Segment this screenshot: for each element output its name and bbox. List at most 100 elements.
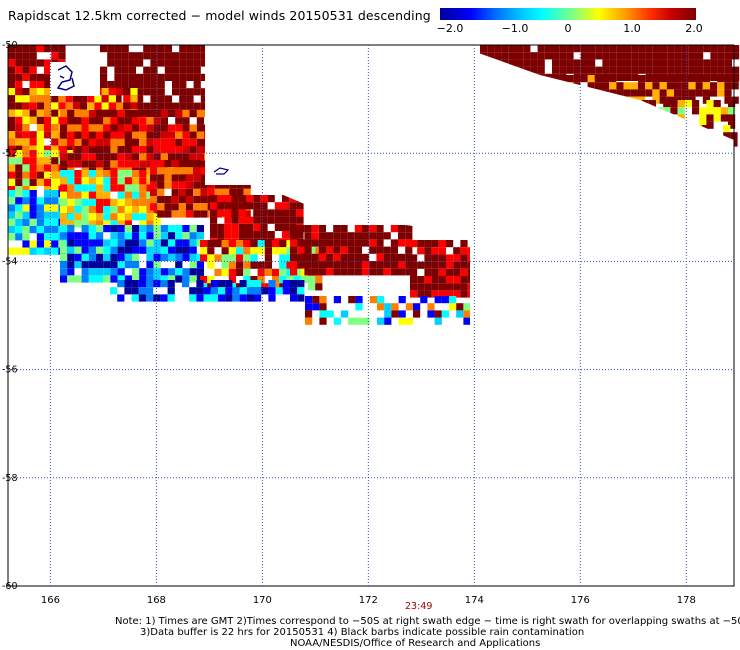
wind-cell [460, 247, 468, 255]
wind-cell [157, 167, 165, 175]
wind-cell [290, 261, 298, 269]
wind-cell [267, 209, 275, 217]
wind-cell [214, 254, 222, 262]
land-gap [50, 62, 100, 96]
wind-cell [434, 310, 442, 318]
wind-cell [193, 196, 201, 204]
wind-cell [728, 114, 736, 122]
wind-cell [228, 247, 236, 255]
wind-cell [22, 102, 30, 110]
wind-cell [51, 124, 59, 132]
wind-cell [108, 88, 116, 96]
wind-cell [160, 110, 168, 118]
wind-cell [139, 268, 147, 276]
wind-cell [160, 153, 168, 161]
wind-cell [186, 181, 194, 189]
wind-cell [132, 239, 140, 247]
wind-cell [74, 253, 82, 261]
wind-cell [168, 225, 176, 233]
wind-cell [333, 225, 341, 233]
wind-cell [131, 294, 139, 302]
wind-cell [434, 296, 442, 304]
wind-cell [424, 261, 432, 269]
wind-cell [103, 213, 111, 221]
wind-cell [221, 240, 229, 248]
wind-cell [8, 138, 16, 146]
wind-cell [196, 146, 204, 154]
wind-cell [236, 240, 244, 248]
wind-cell [224, 195, 232, 203]
wind-cell [110, 275, 118, 283]
wind-cell [580, 45, 588, 53]
wind-cell [602, 45, 610, 53]
wind-cell [537, 45, 545, 53]
wind-cell [22, 138, 30, 146]
wind-cell [96, 206, 104, 214]
wind-cell [15, 226, 23, 234]
wind-cell [36, 145, 44, 153]
wind-cell [631, 59, 639, 67]
wind-cell [60, 220, 68, 228]
wind-cell [160, 294, 168, 302]
wind-cell [175, 146, 183, 154]
wind-cell [282, 216, 290, 224]
wind-cell [297, 253, 305, 261]
wind-cell [60, 170, 68, 178]
wind-cell [250, 247, 258, 255]
wind-cell [480, 45, 488, 53]
wind-cell [168, 131, 176, 139]
wind-cell [160, 253, 168, 261]
wind-cell [674, 45, 682, 53]
wind-cell [238, 223, 246, 231]
wind-cell [186, 73, 194, 81]
wind-cell [67, 213, 75, 221]
wind-cell [652, 89, 660, 97]
wind-cell [710, 82, 718, 90]
wind-cell [15, 45, 23, 53]
wind-cell [723, 132, 731, 140]
wind-cell [246, 216, 254, 224]
wind-cell [333, 232, 341, 240]
wind-cell [178, 181, 186, 189]
wind-cell [297, 294, 305, 302]
wind-cell [713, 114, 721, 122]
wind-cell [67, 110, 75, 118]
wind-cell [8, 211, 16, 219]
no-data-gap [8, 330, 734, 590]
wind-cell [710, 73, 718, 81]
wind-cell [167, 280, 175, 288]
wind-cell [36, 102, 44, 110]
wind-cell [272, 276, 280, 284]
wind-cell [8, 190, 16, 198]
wind-cell [193, 188, 201, 196]
wind-cell [717, 45, 725, 53]
wind-cell [189, 110, 197, 118]
wind-cell [124, 177, 132, 185]
wind-cell [124, 287, 132, 295]
wind-cell [15, 150, 23, 158]
wind-cell [398, 253, 406, 261]
wind-cell [347, 261, 355, 269]
wind-cell [362, 268, 370, 276]
wind-cell [124, 131, 132, 139]
wind-cell [160, 138, 168, 146]
wind-cell [22, 164, 30, 172]
wind-cell [22, 157, 30, 165]
wind-cell [29, 73, 37, 81]
wind-cell [96, 198, 104, 206]
wind-cell [417, 240, 425, 248]
wind-cell [114, 52, 122, 60]
wind-cell [260, 202, 268, 210]
wind-cell [60, 124, 68, 132]
wind-cell [282, 195, 290, 203]
wind-cell [398, 317, 406, 325]
wind-cell [101, 88, 109, 96]
wind-cell [29, 66, 37, 74]
wind-cell [674, 52, 682, 60]
wind-cell [200, 95, 208, 103]
wind-cell [81, 198, 89, 206]
wind-cell [175, 138, 183, 146]
wind-cell [67, 117, 75, 125]
wind-cell [157, 52, 165, 60]
wind-cell [81, 117, 89, 125]
